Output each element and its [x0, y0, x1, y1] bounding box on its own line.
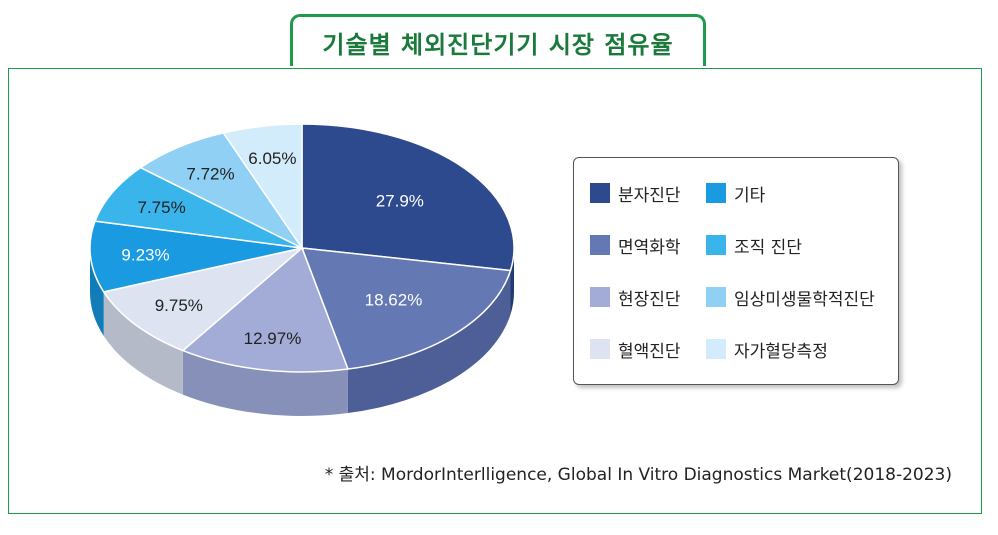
pie-slice-0 — [301, 123, 515, 272]
legend-label: 기타 — [734, 185, 766, 206]
pie-side-0 — [510, 248, 514, 315]
pie-slice-1 — [300, 247, 512, 370]
legend-item: 혈액진단 — [590, 338, 681, 362]
pie-side-4 — [90, 248, 104, 336]
pie-label-0: 27.9% — [376, 191, 424, 210]
chart-title: 기술별 체외진단기기 시장 점유율 — [322, 31, 674, 59]
pie-label-2: 12.97% — [244, 329, 302, 348]
legend-swatch — [590, 183, 610, 203]
legend-swatch — [590, 235, 610, 255]
legend-label: 조직 진단 — [734, 237, 802, 258]
legend-swatch — [590, 339, 610, 359]
pie-slice-2 — [181, 246, 349, 373]
legend-label: 분자진단 — [618, 185, 681, 206]
pie-slice-4 — [89, 220, 303, 293]
legend-swatch — [706, 287, 726, 307]
legend-label: 면역화학 — [618, 237, 681, 258]
legend-label: 자가혈당측정 — [734, 341, 828, 362]
pie-label-5: 7.75% — [137, 198, 185, 217]
pie-side-3 — [103, 291, 183, 395]
legend-item: 면역화학 — [590, 234, 681, 258]
pie-label-7: 6.05% — [248, 149, 296, 168]
pie-slices — [89, 123, 515, 373]
pie-side-walls — [90, 248, 514, 416]
title-tab: 기술별 체외진단기기 시장 점유율 — [290, 14, 706, 66]
pie-label-3: 9.75% — [155, 296, 203, 315]
pie-label-6: 7.72% — [186, 165, 234, 184]
pie-slice-7 — [222, 123, 303, 251]
legend-item: 조직 진단 — [706, 234, 802, 258]
legend-item: 임상미생물학적진단 — [706, 286, 875, 310]
pie-slice-5 — [94, 166, 303, 249]
pie-label-1: 18.62% — [365, 291, 423, 310]
chart-frame — [8, 68, 982, 514]
legend-label: 혈액진단 — [618, 341, 681, 362]
pie-data-labels: 27.9% 18.62% 12.97% 9.75% 9.23% 7.75%7.72% 6.0… — [121, 149, 424, 348]
pie-slice-3 — [102, 247, 303, 352]
legend-swatch — [706, 183, 726, 203]
legend-item: 기타 — [706, 182, 766, 206]
pie-side-1 — [347, 270, 511, 414]
pie-slice-6 — [139, 132, 305, 250]
source-note: * 출처: MordorInterlligence, Global In Vit… — [324, 465, 952, 485]
legend-item: 자가혈당측정 — [706, 338, 828, 362]
pie-label-4: 9.23% — [121, 246, 169, 265]
legend-item: 분자진단 — [590, 182, 681, 206]
legend-swatch — [706, 339, 726, 359]
pie-side-2 — [182, 350, 348, 416]
legend-swatch — [590, 287, 610, 307]
legend-label: 임상미생물학적진단 — [734, 289, 875, 310]
legend-swatch — [706, 235, 726, 255]
legend-label: 현장진단 — [618, 289, 681, 310]
legend-item: 현장진단 — [590, 286, 681, 310]
